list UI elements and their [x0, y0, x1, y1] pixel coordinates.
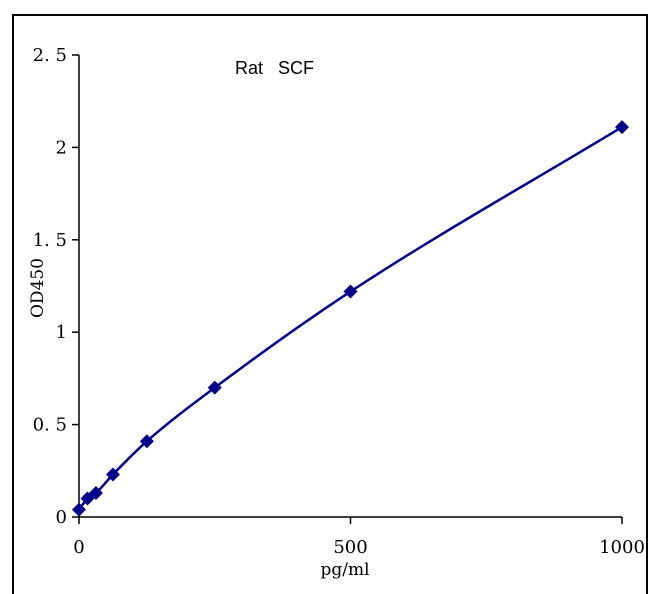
y-tick-label: 1 — [56, 322, 67, 343]
x-tick-label: 500 — [333, 537, 367, 558]
y-tick-label: 2. 5 — [33, 45, 67, 66]
x-tick-label: 0 — [73, 537, 84, 558]
data-point — [615, 120, 629, 135]
data-points — [72, 120, 629, 517]
chart-title: Rat SCF — [235, 58, 314, 78]
y-axis-title: OD450 — [28, 258, 48, 318]
data-point — [80, 491, 95, 506]
data-point — [105, 467, 120, 482]
x-tick-label: 1000 — [599, 537, 645, 558]
data-point — [72, 502, 86, 517]
data-point — [343, 284, 358, 299]
standard-curve-chart: Rat SCF 0 0. 5 1 1. 5 2 2. 5 0 500 1000 pg/ml OD… — [28, 45, 645, 580]
data-point — [207, 380, 222, 395]
fit-curve — [78, 126, 623, 511]
x-axis-title: pg/ml — [320, 560, 369, 580]
ticks: 0 0. 5 1 1. 5 2 2. 5 0 500 1000 — [33, 45, 645, 558]
y-tick-label: 0 — [56, 507, 67, 528]
y-tick-label: 1. 5 — [33, 230, 67, 251]
y-tick-label: 2 — [56, 137, 67, 158]
data-point — [139, 434, 154, 449]
data-point — [88, 485, 103, 500]
y-tick-label: 0. 5 — [33, 415, 67, 436]
chart-frame — [12, 14, 648, 594]
